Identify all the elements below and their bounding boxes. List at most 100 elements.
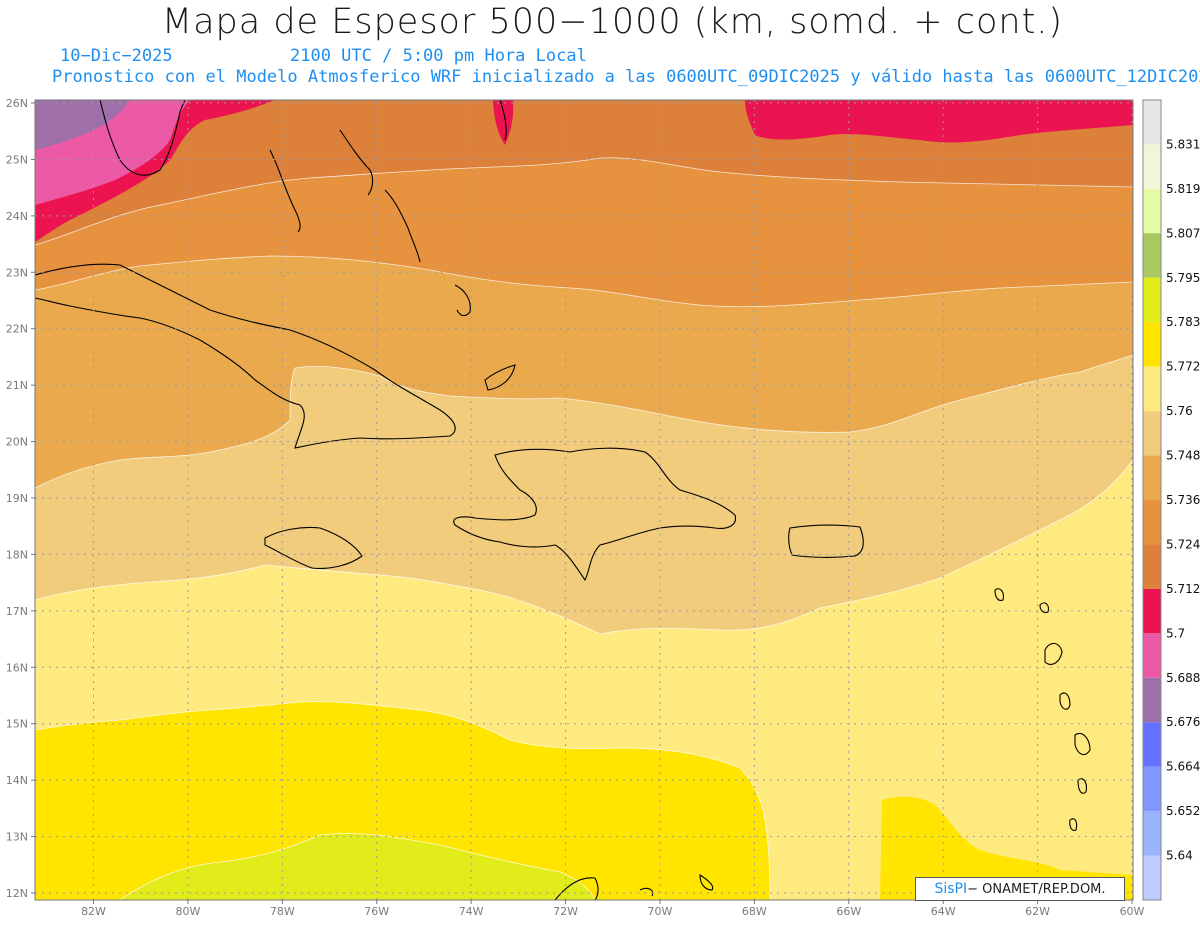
- lon-label: 82W: [81, 905, 106, 918]
- lat-label: 18N: [6, 548, 28, 561]
- coast-bahamas-4: [454, 284, 471, 317]
- legend-label: 5.688: [1166, 671, 1200, 685]
- map-title: Mapa de Espesor 500−1000 (km, somd. + co…: [161, 2, 1064, 42]
- forecast-description: Pronostico con el Modelo Atmosferico WRF…: [52, 67, 1200, 87]
- coast-antilles-3: [1074, 732, 1091, 756]
- lon-label: 74W: [459, 905, 484, 918]
- coast-antilles-4: [1077, 778, 1087, 794]
- latitude-labels: 26N 25N 24N 23N 22N 21N 20N 19N 18N 17N 16N 15N 14N 1…: [6, 97, 35, 900]
- lat-label: 23N: [6, 266, 28, 279]
- legend-swatch: [1143, 322, 1161, 367]
- legend-swatch: [1143, 722, 1161, 767]
- lon-label: 66W: [836, 905, 861, 918]
- legend-label: 5.819: [1166, 182, 1200, 196]
- legend-frame: [1142, 99, 1162, 901]
- longitude-labels: 82W 80W 78W 76W 74W 72W 70W 68W 66W 64W 62W 60W: [81, 900, 1145, 918]
- coast-antilles-7: [994, 588, 1004, 601]
- lon-label: 62W: [1025, 905, 1050, 918]
- coast-bahamas-5: [484, 364, 516, 391]
- legend-swatch: [1143, 144, 1161, 189]
- legend-label: 5.724: [1166, 537, 1200, 551]
- legend-swatch: [1143, 588, 1161, 634]
- credit-text: − ONAMET/REP.DOM.: [967, 882, 1106, 897]
- coast-antilles-5: [1069, 818, 1078, 831]
- coast-antilles-6: [1039, 602, 1049, 614]
- lat-label: 26N: [6, 97, 28, 110]
- lat-label: 25N: [6, 153, 28, 166]
- legend-swatch: [1143, 233, 1161, 278]
- legend-label: 5.712: [1166, 582, 1200, 596]
- coast-south-america: [554, 877, 599, 900]
- legend-label: 5.831: [1166, 137, 1200, 151]
- lat-label: 14N: [6, 774, 28, 787]
- legend-label: 5.795: [1166, 271, 1200, 285]
- legend-label: 5.64: [1166, 849, 1193, 863]
- legend-swatch: [1143, 411, 1161, 456]
- legend-swatch: [1143, 366, 1161, 412]
- legend-label: 5.652: [1166, 804, 1200, 818]
- lat-label: 21N: [6, 379, 28, 392]
- band-red-blob: [493, 100, 514, 145]
- legend-swatch: [1143, 100, 1161, 145]
- legend-swatch: [1143, 188, 1161, 234]
- lon-label: 68W: [742, 905, 767, 918]
- legend-swatch: [1143, 855, 1161, 900]
- lat-label: 19N: [6, 492, 28, 505]
- lat-label: 20N: [6, 436, 28, 449]
- coast-antilles-1: [1044, 642, 1063, 665]
- legend-swatch: [1143, 677, 1161, 723]
- lat-label: 15N: [6, 718, 28, 731]
- color-legend: 5.64 5.652 5.664 5.676 5.688 5.7 5.712 5.724 5.7…: [1142, 99, 1200, 901]
- legend-label: 5.76: [1166, 404, 1193, 418]
- legend-swatch: [1143, 766, 1161, 812]
- coast-bahamas-1: [269, 149, 301, 233]
- lon-label: 72W: [553, 905, 578, 918]
- lat-label: 17N: [6, 605, 28, 618]
- lat-label: 24N: [6, 210, 28, 223]
- lon-label: 64W: [931, 905, 956, 918]
- legend-label: 5.664: [1166, 760, 1200, 774]
- legend-label: 5.676: [1166, 715, 1200, 729]
- legend-label: 5.807: [1166, 226, 1200, 240]
- legend-swatch: [1143, 544, 1161, 589]
- brand-text: SisPI: [934, 881, 968, 897]
- lat-label: 16N: [6, 661, 28, 674]
- coast-antilles-2: [1059, 692, 1071, 710]
- band-purple: [35, 100, 130, 150]
- legend-label: 5.7: [1166, 626, 1185, 640]
- coast-bahamas-2: [339, 129, 374, 196]
- legend-swatch: [1143, 811, 1161, 856]
- legend-label: 5.748: [1166, 449, 1200, 463]
- contour-lines: [35, 157, 1133, 900]
- legend-label: 5.736: [1166, 493, 1200, 507]
- coast-bahamas-3: [384, 189, 421, 263]
- coast-hispaniola: [453, 447, 737, 582]
- lon-label: 70W: [648, 905, 673, 918]
- lat-label: 22N: [6, 323, 28, 336]
- coast-puerto-rico: [788, 524, 864, 558]
- legend-swatch: [1143, 500, 1161, 545]
- lon-label: 60W: [1120, 905, 1145, 918]
- forecast-time: 2100 UTC / 5:00 pm Hora Local: [290, 46, 587, 66]
- coast-islands-abc: [699, 874, 714, 891]
- credit-badge: SisPI− ONAMET/REP.DOM.: [915, 877, 1125, 901]
- band-lime: [120, 833, 595, 900]
- legend-swatch: [1143, 277, 1161, 323]
- coastlines: [35, 100, 1091, 900]
- coast-cuba: [35, 263, 456, 449]
- legend-label: 5.783: [1166, 315, 1200, 329]
- coast-islands-2: [639, 887, 654, 897]
- legend-label: 5.772: [1166, 360, 1200, 374]
- lon-label: 78W: [270, 905, 295, 918]
- lon-label: 80W: [175, 905, 200, 918]
- lat-label: 13N: [6, 831, 28, 844]
- coast-jamaica: [264, 526, 363, 569]
- forecast-date: 10−Dic−2025: [60, 46, 173, 66]
- coast-florida: [99, 100, 186, 176]
- legend-swatch: [1143, 455, 1161, 500]
- map-fill-layer: [35, 100, 1133, 900]
- lon-label: 76W: [364, 905, 389, 918]
- map-frame: [34, 99, 1134, 901]
- lat-label: 12N: [6, 887, 28, 900]
